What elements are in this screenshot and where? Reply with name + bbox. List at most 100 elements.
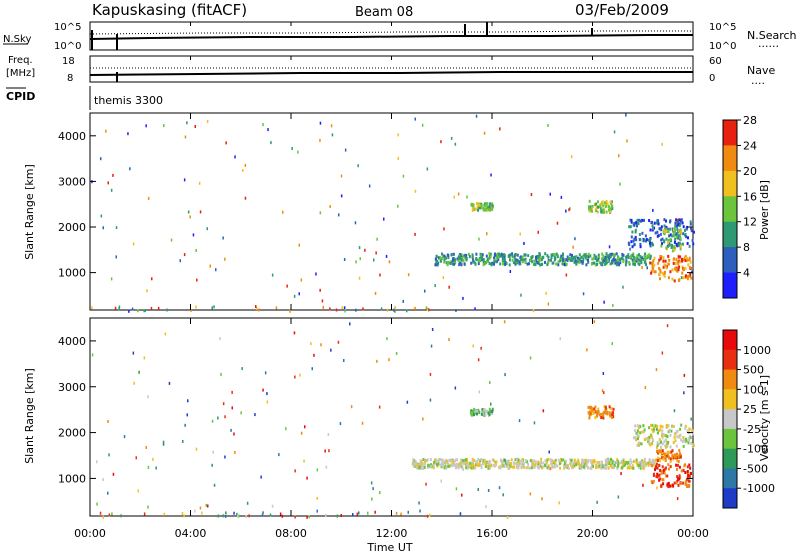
- velocity-cell: [661, 436, 664, 440]
- power-colorbar-label: Power [dB]: [758, 180, 771, 240]
- velocity-cell: [472, 344, 474, 348]
- power-cell: [550, 258, 552, 262]
- velocity-cell: [602, 413, 605, 417]
- velocity-cell: [626, 462, 629, 466]
- power-cell: [604, 205, 607, 208]
- velocity-cell: [443, 466, 446, 470]
- power-cell: [679, 232, 682, 236]
- velocity-cell: [147, 465, 150, 469]
- velocity-cell: [533, 421, 536, 425]
- power-cell: [680, 230, 683, 234]
- velocity-cell: [570, 464, 573, 468]
- velocity-cell: [504, 373, 506, 377]
- velocity-cell: [604, 466, 607, 470]
- power-cell: [632, 255, 635, 259]
- power-cell: [672, 261, 675, 265]
- velocity-cell: [459, 464, 461, 468]
- velocity-cell: [343, 359, 345, 362]
- power-cell: [267, 128, 269, 132]
- velocity-cell: [684, 426, 687, 430]
- velocity-cell: [455, 487, 458, 491]
- power-cell: [654, 270, 657, 274]
- power-cell: [553, 253, 556, 257]
- power-cell: [539, 263, 542, 267]
- power-cell: [602, 254, 605, 258]
- colorbar-swatch: [723, 196, 737, 223]
- power-cell: [488, 205, 491, 209]
- power-cell: [457, 192, 460, 196]
- power-cell: [569, 259, 572, 262]
- power-cell: [262, 123, 264, 127]
- velocity-cell: [655, 466, 658, 470]
- velocity-cell: [586, 460, 589, 464]
- velocity-cell: [588, 413, 591, 417]
- velocity-cell: [640, 465, 643, 469]
- power-cell: [488, 262, 491, 265]
- power-cell: [671, 249, 674, 253]
- power-cell: [659, 268, 662, 272]
- velocity-cell: [459, 512, 462, 516]
- power-cell: [474, 307, 476, 311]
- velocity-cell: [676, 497, 679, 501]
- velocity-cell: [445, 466, 448, 470]
- velocity-cell: [472, 465, 475, 469]
- power-cell: [535, 259, 538, 263]
- power-cell: [575, 262, 578, 266]
- velocity-cell: [472, 463, 475, 467]
- velocity-cell: [669, 445, 672, 449]
- power-cell: [678, 224, 681, 228]
- velocity-cell: [501, 460, 504, 463]
- velocity-cell: [663, 455, 666, 459]
- power-cell: [676, 260, 679, 264]
- power-cell: [507, 254, 510, 258]
- velocity-cell: [590, 406, 593, 410]
- power-cell: [555, 252, 558, 256]
- power-cell: [644, 239, 647, 243]
- velocity-cell: [518, 459, 521, 463]
- power-cell: [437, 256, 440, 260]
- velocity-cell: [592, 412, 595, 415]
- power-cell: [650, 269, 653, 273]
- power-cell: [456, 257, 459, 261]
- power-cell: [660, 244, 663, 248]
- velocity-cell: [671, 483, 674, 487]
- velocity-cell: [605, 463, 608, 467]
- power-cell: [587, 252, 590, 256]
- power-cell: [631, 253, 634, 257]
- nave-tick-bottom: 0: [709, 73, 715, 84]
- power-cell: [491, 202, 494, 206]
- power-cell: [649, 254, 652, 258]
- velocity-cell: [489, 463, 492, 467]
- velocity-cell: [669, 484, 671, 488]
- velocity-cell: [659, 459, 661, 463]
- velocity-cell: [679, 427, 682, 431]
- velocity-cell: [211, 463, 213, 467]
- velocity-cell: [684, 437, 687, 441]
- velocity-cell: [132, 351, 135, 355]
- power-cell: [679, 247, 682, 251]
- velocity-cell: [248, 514, 250, 518]
- velocity-cell: [680, 469, 683, 473]
- velocity-cell: [638, 462, 640, 466]
- power-cell: [588, 199, 591, 203]
- power-cell: [132, 242, 135, 246]
- nsky-trace: [89, 34, 693, 40]
- power-cell: [679, 255, 682, 259]
- power-cell: [493, 262, 495, 266]
- x-axis-label: Time UT: [366, 541, 412, 554]
- velocity-cell: [477, 358, 480, 362]
- velocity-cell: [643, 457, 646, 461]
- power-cell: [442, 276, 445, 280]
- power-cell: [581, 254, 584, 258]
- velocity-cell: [416, 463, 419, 467]
- velocity-cell: [688, 427, 691, 431]
- y-tick-label: 1000: [58, 472, 86, 485]
- power-cell: [653, 263, 656, 267]
- velocity-cell: [678, 465, 681, 469]
- velocity-cell: [425, 482, 427, 486]
- power-cell: [560, 254, 563, 258]
- velocity-cell: [439, 464, 442, 468]
- power-cell: [690, 229, 693, 233]
- power-cell: [573, 260, 576, 264]
